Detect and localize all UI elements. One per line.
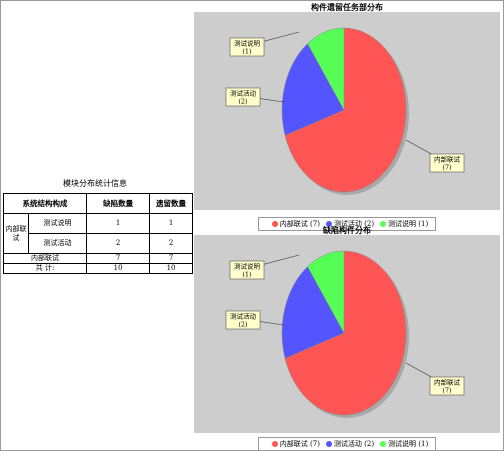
chart-legend: 内部联试 (7) 测试活动 (2) 测试说明 (1) <box>258 437 436 451</box>
slice-label-text: (7) <box>442 164 452 172</box>
legend-swatch <box>326 441 332 447</box>
slice-label: 测试活动(2) <box>226 88 260 106</box>
stats-table: 系统结构构成 缺陷数量 遗留数量 内部联试 测试说明 1 1 测试活动 2 2 … <box>3 193 193 274</box>
header-structure: 系统结构构成 <box>4 194 87 214</box>
header-defects: 缺陷数量 <box>87 194 150 214</box>
row-name: 测试说明 <box>29 214 87 234</box>
legend-swatch <box>272 441 278 447</box>
row-defects: 7 <box>87 254 150 264</box>
group-label: 内部联试 <box>4 214 29 254</box>
slice-label-text: (7) <box>442 387 452 395</box>
slice-label-text: 测试说明 <box>234 262 261 271</box>
legend-label: 测试说明 (1) <box>388 440 428 448</box>
row-remaining: 1 <box>150 214 193 234</box>
slice-label-text: (2) <box>238 321 248 329</box>
chart-panel-remaining: 构件遗留任务部分布 内部联试 (7) 测试活动 (2) 测试说明 (1) 内部联试 (7)… <box>194 2 500 210</box>
slice-label-text: (2) <box>238 98 248 106</box>
slice-label-text: 内部联试 <box>434 378 461 387</box>
slice-label: 内部联试(7) <box>430 154 464 172</box>
chart-title: 缺陷构件分布 <box>194 225 500 235</box>
slice-label: 测试活动(2) <box>226 311 260 329</box>
row-name: 测试活动 <box>29 234 87 254</box>
header-remaining: 遗留数量 <box>150 194 193 214</box>
slice-label-text: 测试活动 <box>230 312 257 321</box>
chart-panel-defects: 缺陷构件分布 内部联试 (7) 测试活动 (2) 测试说明 (1) 内部联试 (7) 测试活… <box>194 225 500 433</box>
table-row: 测试活动 2 2 <box>4 234 193 254</box>
slice-label: 测试说明(1) <box>230 38 264 56</box>
total-remaining: 10 <box>150 264 193 274</box>
pie-chart: 内部联试(7) 测试活动(2) 测试说明(1) <box>194 12 500 210</box>
legend-label: 测试活动 (2) <box>334 440 374 448</box>
pie-chart: 内部联试(7) 测试活动(2) 测试说明(1) <box>194 235 500 433</box>
table-row: 内部联试 测试说明 1 1 <box>4 214 193 234</box>
row-name: 内部联试 <box>4 254 87 264</box>
table-row: 内部联试 7 7 <box>4 254 193 264</box>
legend-label: 内部联试 (7) <box>280 440 320 448</box>
row-remaining: 7 <box>150 254 193 264</box>
legend-swatch <box>380 441 386 447</box>
stats-title: 模块分布统计信息 <box>0 178 190 189</box>
total-defects: 10 <box>87 264 150 274</box>
row-remaining: 2 <box>150 234 193 254</box>
table-total-row: 共 计: 10 10 <box>4 264 193 274</box>
slice-label-text: 内部联试 <box>434 155 461 164</box>
slice-label-text: (1) <box>242 48 252 56</box>
slice-label-text: (1) <box>242 271 252 279</box>
chart-title: 构件遗留任务部分布 <box>194 2 500 12</box>
slice-label-text: 测试活动 <box>230 89 257 98</box>
slice-label-text: 测试说明 <box>234 39 261 48</box>
plot-area: 内部联试 (7) 测试活动 (2) 测试说明 (1) 内部联试 (7) 测试活动 (2) 测试… <box>194 12 500 210</box>
slice-label: 内部联试(7) <box>430 377 464 395</box>
total-label: 共 计: <box>4 264 87 274</box>
slice-label: 测试说明(1) <box>230 261 264 279</box>
row-defects: 1 <box>87 214 150 234</box>
row-defects: 2 <box>87 234 150 254</box>
plot-area: 内部联试 (7) 测试活动 (2) 测试说明 (1) 内部联试 (7) 测试活动 (2) 测试… <box>194 235 500 433</box>
table-header-row: 系统结构构成 缺陷数量 遗留数量 <box>4 194 193 214</box>
